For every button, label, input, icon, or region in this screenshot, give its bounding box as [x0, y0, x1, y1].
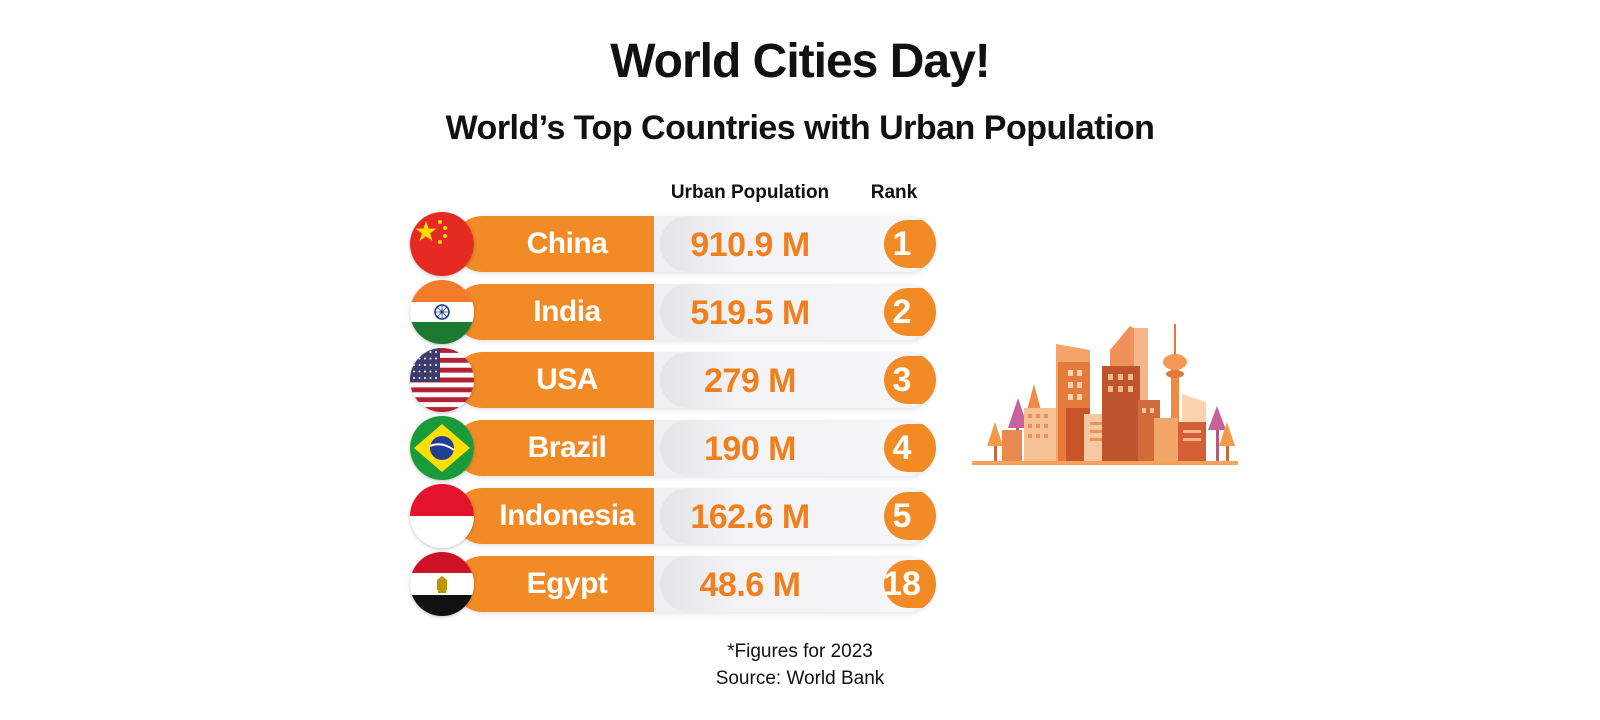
rank-value: 3 — [892, 361, 912, 399]
urban-population-value: 910.9 M — [690, 226, 810, 264]
rank-value: 5 — [892, 497, 912, 535]
china-flag-icon — [410, 212, 474, 276]
row-pill — [454, 556, 936, 612]
column-header-urban-population: Urban Population — [670, 182, 830, 203]
value-segment — [660, 216, 916, 272]
country-segment — [454, 556, 654, 612]
rank-segment — [884, 356, 936, 404]
country-name: USA — [536, 363, 598, 396]
country-name: India — [533, 295, 601, 328]
rank-segment — [884, 220, 936, 268]
city-skyline-icon — [970, 322, 1240, 470]
page-subtitle: World’s Top Countries with Urban Populat… — [445, 109, 1155, 147]
usa-flag-icon — [410, 348, 474, 412]
egypt-flag-icon — [410, 552, 474, 616]
country-segment — [454, 352, 654, 408]
indonesia-flag-icon — [410, 484, 474, 548]
rank-segment — [884, 560, 936, 608]
rank-segment — [884, 492, 936, 540]
country-name: Indonesia — [499, 499, 635, 532]
table-row: USA 279 M 3 — [410, 348, 940, 412]
row-pill — [454, 420, 936, 476]
country-name: China — [526, 227, 608, 260]
urban-population-value: 190 M — [704, 430, 797, 468]
brazil-flag-icon — [410, 416, 474, 480]
india-flag-icon — [410, 280, 474, 344]
table-row: China 910.9 M 1 — [410, 212, 940, 276]
page-title: World Cities Day! — [610, 35, 991, 88]
urban-population-value: 162.6 M — [690, 498, 810, 536]
row-pill — [454, 284, 936, 340]
table-row: India 519.5 M 2 — [410, 280, 940, 344]
table-row: Brazil 190 M 4 — [410, 416, 940, 480]
rank-segment — [884, 288, 936, 336]
country-name: Brazil — [527, 431, 607, 464]
footnote-source: Source: World Bank — [715, 668, 885, 689]
rank-segment — [884, 424, 936, 472]
value-segment — [660, 488, 916, 544]
country-segment — [454, 488, 654, 544]
rank-value: 1 — [892, 225, 912, 263]
value-segment — [660, 284, 916, 340]
rank-value: 18 — [883, 565, 921, 603]
row-pill — [454, 352, 936, 408]
value-segment — [660, 420, 916, 476]
country-segment — [454, 284, 654, 340]
country-name: Egypt — [526, 567, 608, 600]
urban-population-value: 519.5 M — [690, 294, 810, 332]
row-pill — [454, 488, 936, 544]
urban-population-value: 48.6 M — [699, 566, 801, 604]
country-segment — [454, 216, 654, 272]
table-row: Egypt 48.6 M 18 — [410, 552, 940, 616]
rank-value: 2 — [892, 293, 912, 331]
value-segment — [660, 556, 916, 612]
rank-value: 4 — [892, 429, 912, 467]
urban-population-value: 279 M — [704, 362, 797, 400]
row-pill — [454, 216, 936, 272]
column-header-rank: Rank — [870, 182, 918, 203]
footnote-figures-year: *Figures for 2023 — [727, 641, 873, 662]
value-segment — [660, 352, 916, 408]
country-segment — [454, 420, 654, 476]
table-row: Indonesia 162.6 M 5 — [410, 484, 940, 548]
footnote: *Figures for 2023 Source: World Bank — [0, 638, 1600, 692]
